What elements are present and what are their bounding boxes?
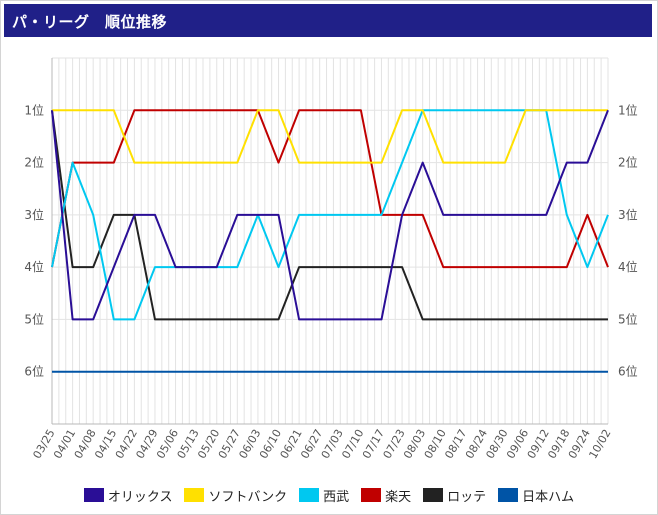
title-bar: パ・リーグ 順位推移 (4, 4, 652, 37)
legend-item: 西武 (299, 486, 349, 505)
legend-item: オリックス (83, 486, 173, 505)
legend-item: ソフトバンク (184, 486, 287, 505)
legend-label: 西武 (323, 489, 350, 505)
series-line (51, 109, 609, 321)
series-line (51, 109, 609, 269)
chart-title: パ・リーグ 順位推移 (12, 13, 168, 31)
legend: オリックス ソフトバンク 西武 楽天 ロッテ 日本ハム (0, 483, 658, 507)
y-tick-label-left: 6位 (24, 364, 44, 379)
y-tick-label-right: 2位 (618, 155, 638, 170)
plot-area (52, 58, 608, 424)
series-line (52, 109, 608, 164)
legend-swatch (423, 488, 444, 502)
y-tick-label-right: 6位 (618, 364, 638, 379)
legend-item: 楽天 (361, 486, 411, 505)
legend-label: ロッテ (447, 489, 487, 505)
y-tick-label-right: 4位 (618, 259, 638, 274)
y-tick-label-left: 1位 (24, 102, 44, 117)
legend-swatch (83, 488, 104, 502)
y-tick-label-right: 3位 (618, 207, 638, 222)
legend-swatch (498, 488, 519, 502)
legend-label: 日本ハム (522, 489, 575, 505)
y-tick-label-left: 5位 (24, 311, 44, 326)
legend-label: 楽天 (385, 489, 412, 505)
legend-label: オリックス (107, 489, 173, 505)
legend-label: ソフトバンク (208, 489, 288, 505)
y-tick-label-left: 2位 (24, 155, 44, 170)
y-tick-label-right: 1位 (618, 102, 638, 117)
y-tick-label-left: 3位 (24, 207, 44, 222)
legend-item: ロッテ (423, 486, 486, 505)
legend-swatch (361, 488, 382, 502)
legend-item: 日本ハム (498, 486, 574, 505)
y-tick-label-left: 4位 (24, 259, 44, 274)
y-tick-label-right: 5位 (618, 311, 638, 326)
legend-swatch (299, 488, 320, 502)
legend-swatch (184, 488, 205, 502)
series-line (51, 110, 608, 321)
series-line (51, 109, 609, 321)
